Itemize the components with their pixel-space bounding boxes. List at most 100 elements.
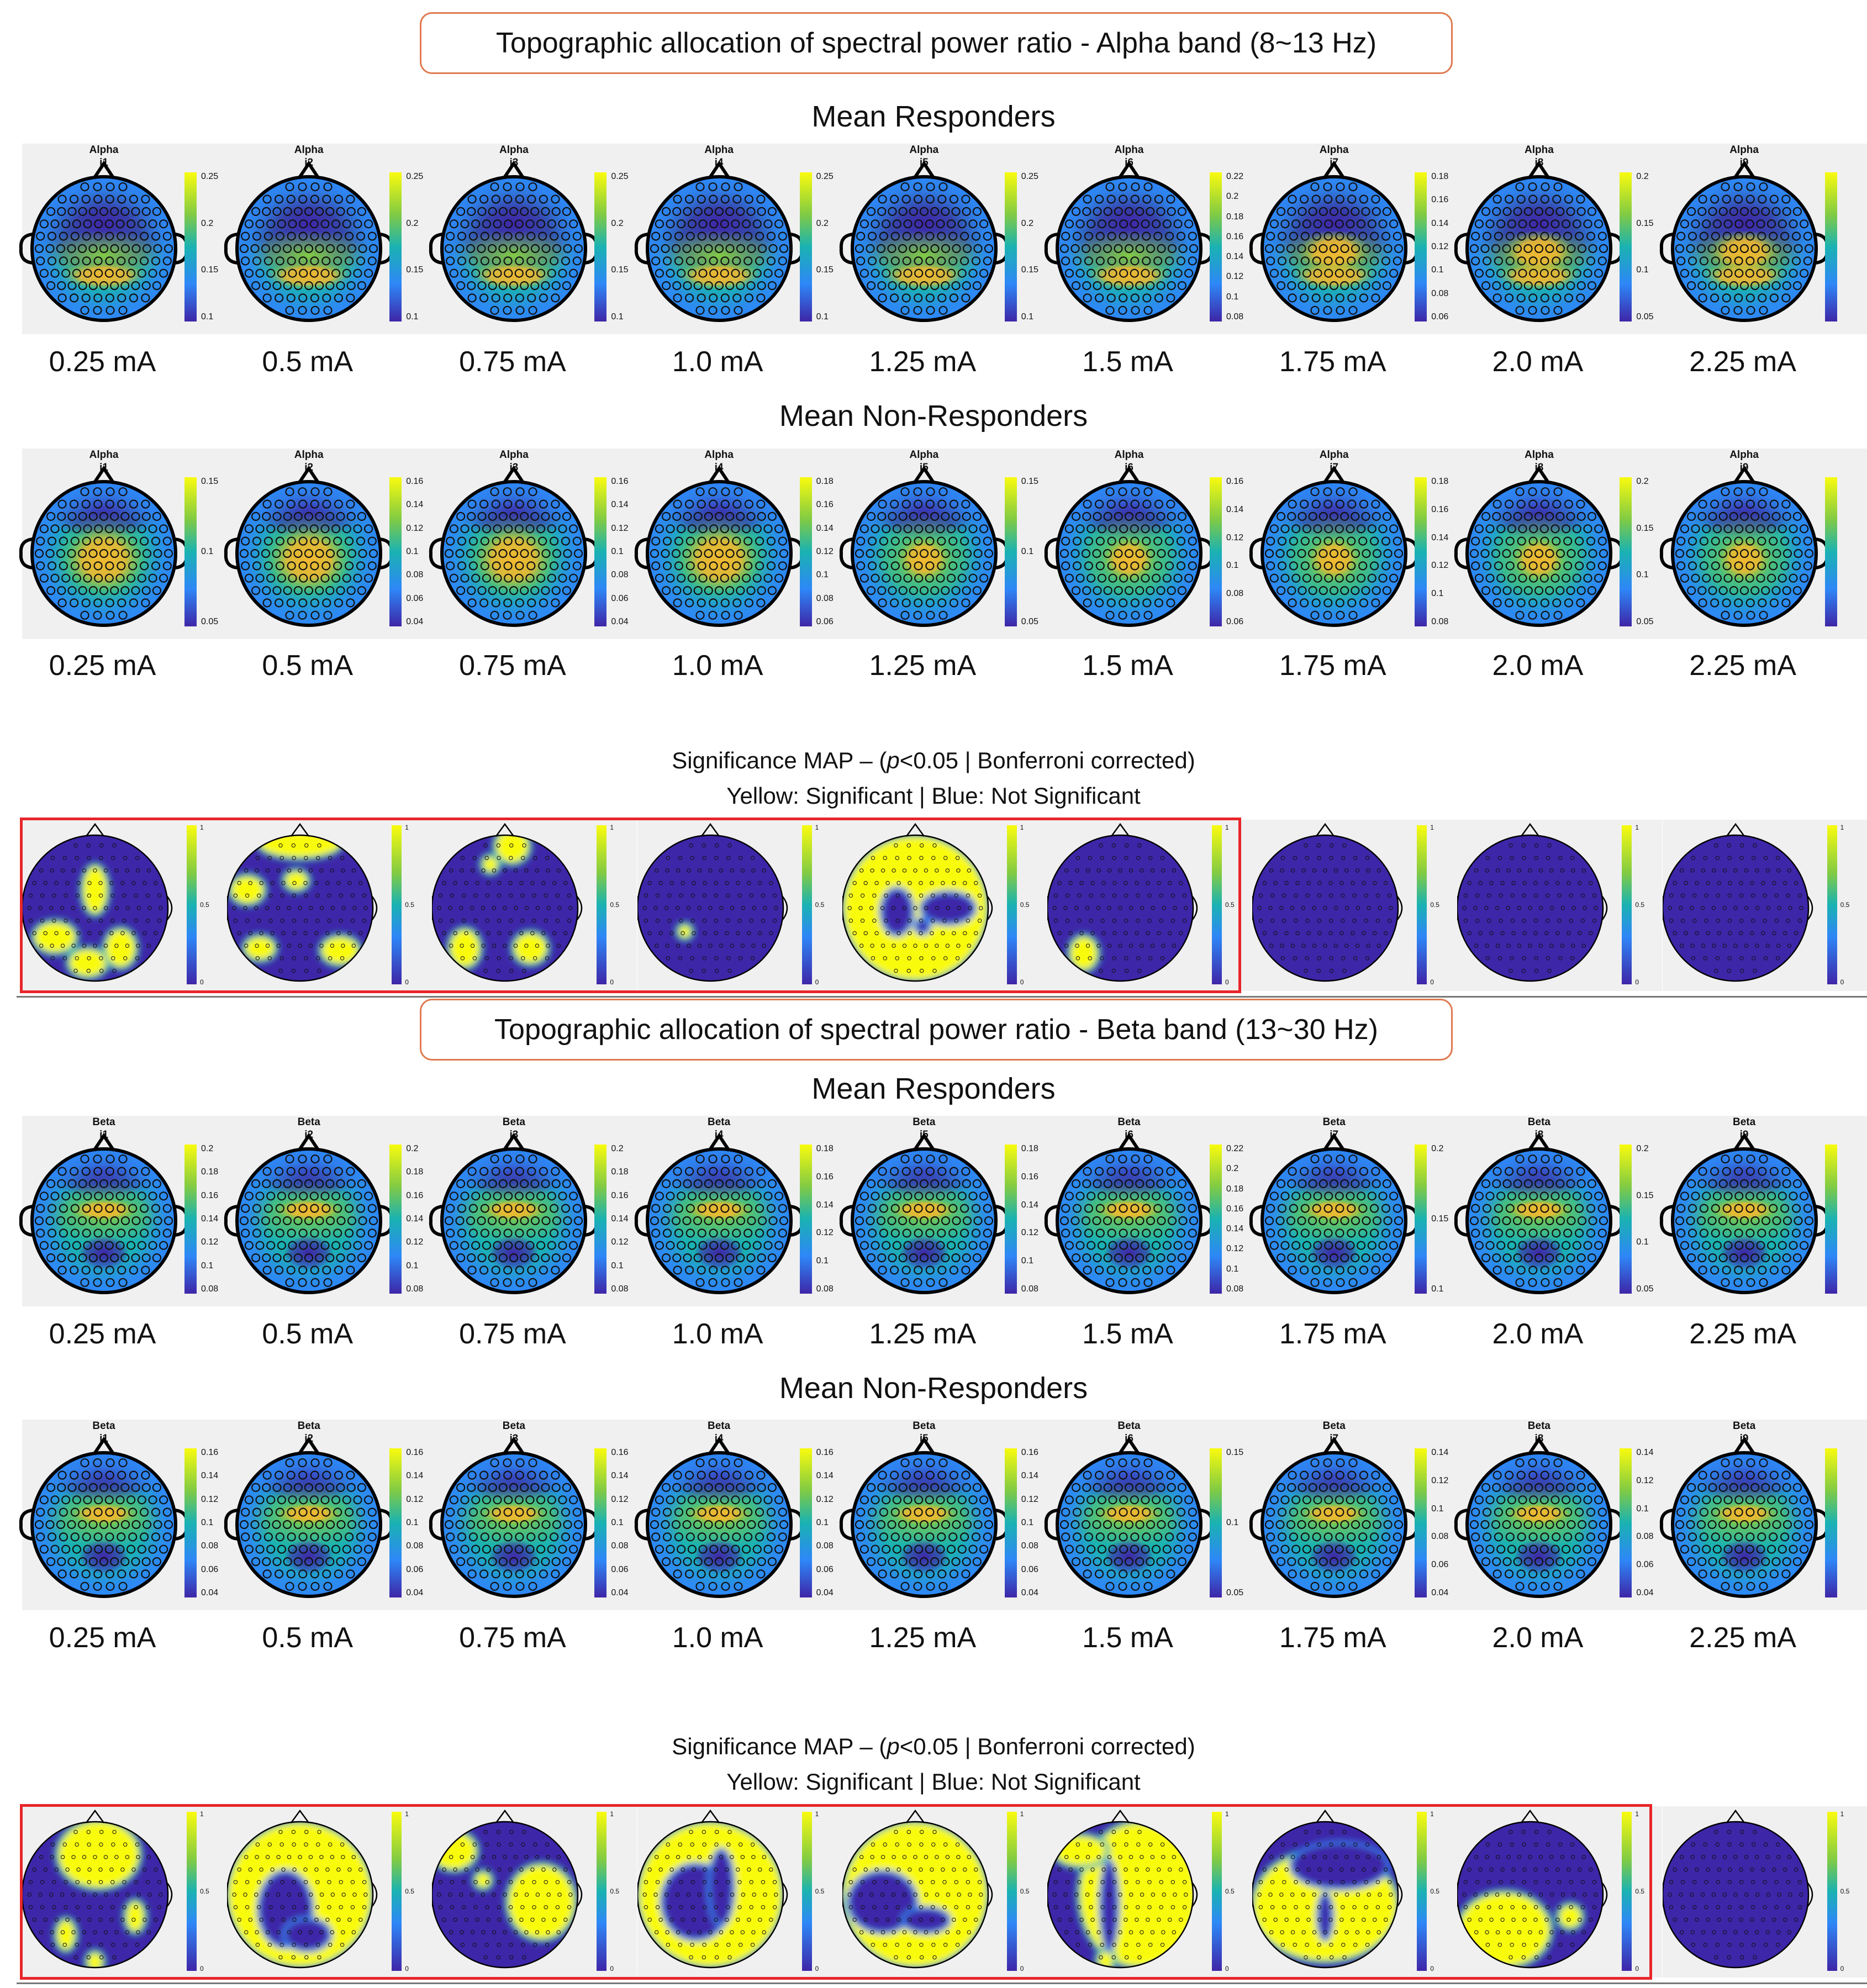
significance-ticks: 1 0.5 0 — [1020, 824, 1037, 986]
nose — [1117, 1132, 1141, 1152]
nose — [1527, 1132, 1550, 1152]
nose — [291, 1809, 310, 1823]
colorbar — [1620, 172, 1632, 321]
topo-map: Beta i7 0.14 0.12 0.1 0.08 0.06 0.04 — [1249, 1420, 1457, 1610]
band-label: Beta — [92, 1116, 115, 1128]
head-outline — [440, 175, 588, 322]
colorbar-tick: 0.16 — [1431, 195, 1449, 205]
alpha-significance-maps: 1 0.5 0 1 0.5 0 1 0.5 0 1 0.5 0 1 0.5 0 1 0.5 0 1 0.5 0 1 0.5 0… — [22, 820, 1867, 991]
colorbar-tick: 0.05 — [201, 617, 219, 626]
electrodes — [642, 1829, 778, 1960]
head-map — [1454, 1132, 1624, 1294]
topo-map: Beta i5 0.18 0.16 0.14 0.12 0.1 0.08 — [839, 1116, 1047, 1306]
colorbar-tick: 0.12 — [611, 1237, 629, 1247]
colorbar — [1415, 1448, 1427, 1597]
significance-head — [637, 822, 788, 982]
electrodes — [1059, 487, 1199, 620]
significance-ticks: 1 0.5 0 — [200, 1810, 217, 1973]
left-ear — [1249, 537, 1264, 569]
colorbar-tick: 0.12 — [1021, 1494, 1038, 1504]
left-ear — [429, 537, 444, 569]
colorbar — [594, 172, 607, 321]
amplitude-label: 1.25 mA — [869, 346, 977, 378]
colorbar-ticks: 0.16 0.14 0.12 0.1 0.08 0.06 0.04 — [1021, 1448, 1047, 1597]
colorbar-tick: 1 — [405, 824, 409, 831]
topo-map: Alpha i1 0.25 0.2 0.15 0.1 — [19, 144, 227, 334]
nose — [1322, 1132, 1346, 1152]
band-label: Beta — [1733, 1420, 1756, 1432]
head-map — [1044, 160, 1214, 322]
topo-map: Alpha i2 0.25 0.2 0.15 0.1 — [224, 144, 432, 334]
electrodes — [445, 1458, 583, 1591]
colorbar-ticks: 0.15 0.1 0.05 — [201, 477, 226, 626]
electrodes — [1257, 1829, 1393, 1960]
colorbar-tick: 0.12 — [1226, 272, 1244, 282]
amplitude-label: 0.75 mA — [459, 650, 566, 682]
significance-ticks: 1 0.5 0 — [1635, 1810, 1652, 1973]
significance-head — [1252, 1809, 1403, 1969]
colorbar-tick: 0.05 — [1636, 312, 1654, 321]
nose — [85, 822, 105, 837]
head-outline — [1261, 1451, 1408, 1598]
colorbar-ticks: 0.15 0.1 0.05 — [1226, 1448, 1252, 1597]
colorbar-ticks: 0.25 0.2 0.15 0.1 — [201, 172, 226, 321]
head-map — [839, 1436, 1009, 1598]
amplitude-label: 0.5 mA — [262, 1622, 354, 1654]
colorbar-ticks: 0.22 0.2 0.18 0.16 0.14 0.12 0.1 0.08 — [1226, 172, 1252, 321]
colorbar-tick: 0.1 — [1431, 265, 1444, 275]
significance-head — [227, 822, 378, 982]
electrodes — [240, 487, 378, 620]
colorbar-tick: 0.5 — [1225, 1887, 1235, 1895]
nose — [297, 465, 320, 484]
colorbar-tick: 0.5 — [200, 1887, 209, 1895]
head-map — [19, 1436, 189, 1598]
head-outline — [645, 480, 793, 627]
colorbar-tick: 0.16 — [611, 1190, 629, 1200]
electrodes — [847, 843, 983, 973]
colorbar-ticks: 0.2 0.15 0.1 0.05 — [1636, 172, 1662, 321]
colorbar-tick: 0.08 — [201, 1284, 219, 1294]
colorbar — [799, 477, 812, 626]
head-outline — [850, 1451, 998, 1598]
topo-map: Alpha i1 0.15 0.1 0.05 — [19, 449, 227, 639]
colorbar-tick: 0.06 — [1226, 617, 1244, 626]
left-ear — [1659, 1509, 1674, 1541]
left-ear — [1454, 537, 1469, 569]
topo-map: Alpha i2 0.16 0.14 0.12 0.1 0.08 0.06 0.04 — [224, 449, 432, 639]
colorbar-tick: 0.15 — [1021, 265, 1038, 275]
left-ear — [19, 1205, 34, 1237]
head-map — [634, 1436, 804, 1598]
colorbar-tick: 1 — [405, 1810, 409, 1818]
head-outline — [432, 1821, 579, 1969]
colorbar-tick: 0.08 — [1021, 1541, 1038, 1551]
colorbar-tick: 0.2 — [201, 218, 214, 228]
colorbar-tick: 1 — [1225, 824, 1229, 831]
band-label: Beta — [297, 1420, 320, 1432]
head-map — [839, 160, 1009, 322]
amplitude-label: 1.0 mA — [672, 346, 763, 378]
significance-map: 1 0.5 0 — [1252, 1806, 1458, 1978]
colorbar-tick: 0 — [1840, 1965, 1844, 1973]
head-outline — [432, 834, 579, 982]
significance-map: 1 0.5 0 — [1457, 1806, 1663, 1978]
nose — [502, 1132, 525, 1152]
head-outline — [235, 1451, 383, 1598]
head-outline — [1047, 834, 1194, 982]
colorbar-tick: 0.12 — [1431, 242, 1449, 251]
colorbar-tick: 0.12 — [1431, 561, 1449, 571]
colorbar-ticks: 0.15 0.1 0.05 — [1021, 477, 1047, 626]
nose — [1322, 465, 1346, 484]
electrodes — [34, 1458, 173, 1591]
head-outline — [235, 175, 383, 322]
colorbar — [1824, 1145, 1837, 1294]
colorbar-ticks — [1842, 1448, 1867, 1597]
band-label: Alpha — [909, 449, 939, 461]
significance-map: 1 0.5 0 — [1047, 1806, 1252, 1978]
significance-head — [1047, 1809, 1198, 1969]
colorbar-tick: 0.5 — [1430, 901, 1439, 909]
colorbar — [1210, 1145, 1222, 1294]
colorbar-tick: 0.25 — [201, 172, 219, 181]
colorbar-tick: 0.2 — [1021, 218, 1034, 228]
alpha-nonresponders-heading: Mean Non-Responders — [779, 399, 1088, 433]
electrodes — [1059, 1458, 1199, 1591]
